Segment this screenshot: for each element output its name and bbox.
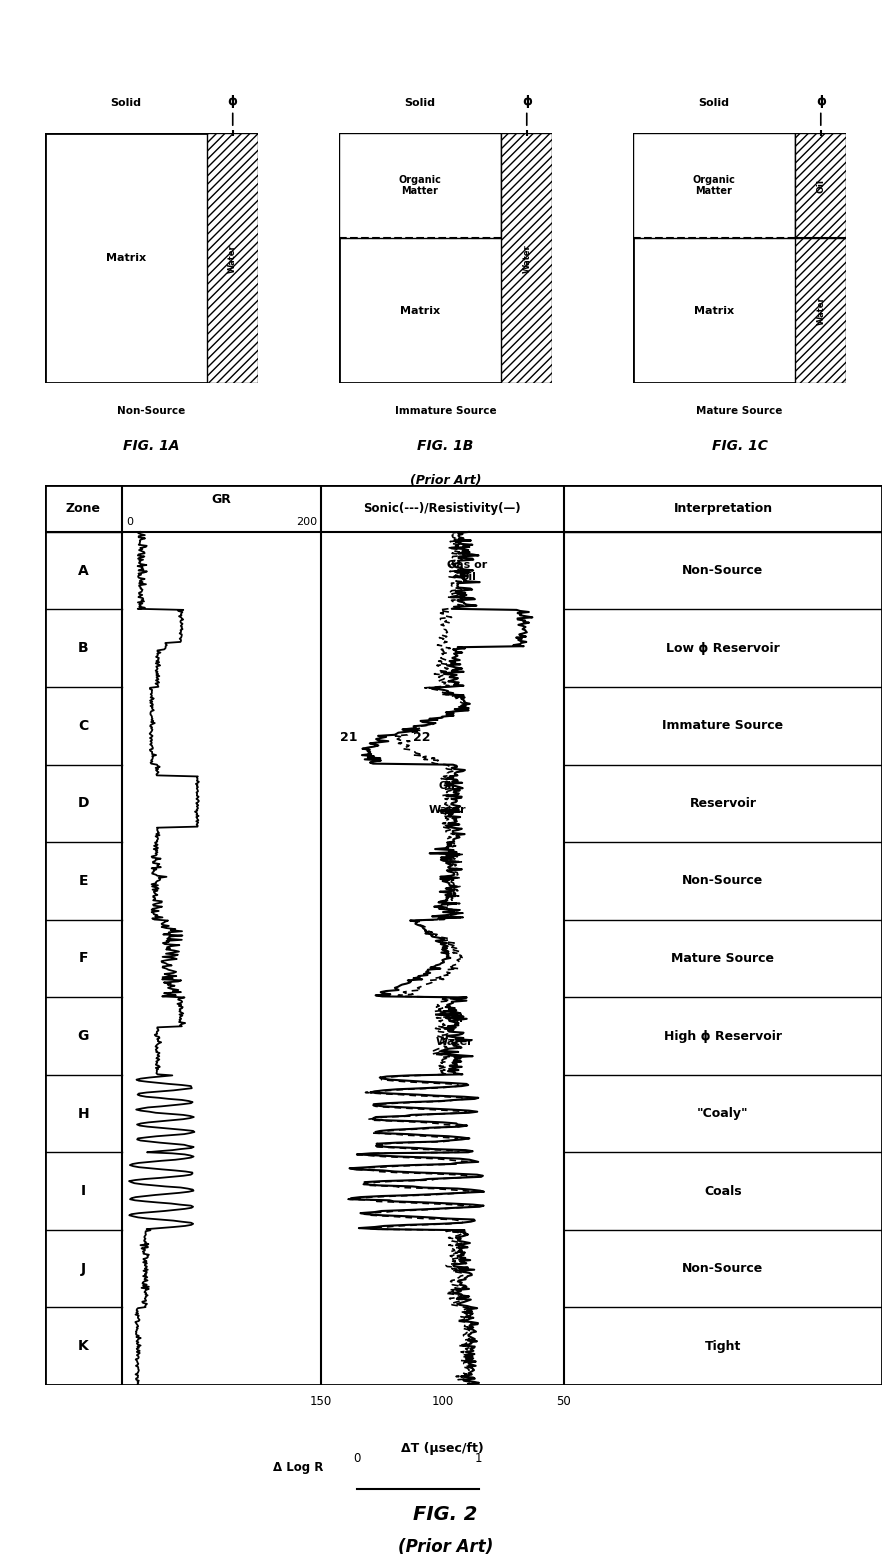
Text: Non-Source: Non-Source bbox=[118, 405, 185, 416]
Text: "Coaly": "Coaly" bbox=[697, 1106, 748, 1121]
Text: ϕ: ϕ bbox=[522, 95, 532, 108]
Text: ΔT (μsec/ft): ΔT (μsec/ft) bbox=[401, 1441, 484, 1455]
Text: D: D bbox=[78, 797, 89, 811]
Text: FIG. 1C: FIG. 1C bbox=[712, 438, 767, 452]
Text: H: H bbox=[78, 1106, 89, 1121]
Text: Water: Water bbox=[436, 1038, 473, 1047]
Bar bbox=[339, 133, 501, 238]
Text: High ϕ Reservoir: High ϕ Reservoir bbox=[664, 1030, 782, 1042]
Text: Zone: Zone bbox=[66, 502, 101, 515]
Bar bbox=[795, 133, 846, 238]
Text: Immature Source: Immature Source bbox=[395, 405, 496, 416]
Text: Solid: Solid bbox=[405, 99, 436, 108]
Text: (Prior Art): (Prior Art) bbox=[410, 474, 481, 487]
Text: Non-Source: Non-Source bbox=[683, 875, 764, 887]
Text: Sonic(---)/Resistivity(—): Sonic(---)/Resistivity(—) bbox=[364, 502, 521, 515]
Text: 100: 100 bbox=[431, 1396, 454, 1408]
Text: A: A bbox=[78, 563, 88, 577]
Text: Oil: Oil bbox=[816, 178, 825, 192]
Text: 0: 0 bbox=[126, 516, 133, 527]
Text: ϕ: ϕ bbox=[816, 95, 826, 108]
Text: K: K bbox=[78, 1340, 88, 1354]
Text: Oil: Oil bbox=[438, 781, 455, 792]
Text: 200: 200 bbox=[296, 516, 317, 527]
Text: Matrix: Matrix bbox=[400, 305, 440, 316]
Text: FIG. 2: FIG. 2 bbox=[413, 1506, 478, 1524]
Text: Non-Source: Non-Source bbox=[683, 565, 764, 577]
Text: B: B bbox=[78, 642, 88, 656]
Text: Organic
Matter: Organic Matter bbox=[398, 175, 441, 197]
Text: 21: 21 bbox=[340, 731, 358, 743]
Text: 150: 150 bbox=[310, 1396, 332, 1408]
Text: Solid: Solid bbox=[110, 99, 142, 108]
Text: Organic
Matter: Organic Matter bbox=[692, 175, 735, 197]
Text: Δ Log R: Δ Log R bbox=[274, 1460, 323, 1474]
Text: 50: 50 bbox=[557, 1396, 571, 1408]
Text: Coals: Coals bbox=[704, 1185, 742, 1197]
Text: G: G bbox=[78, 1030, 89, 1042]
Text: Water: Water bbox=[228, 244, 237, 272]
Text: Non-Source: Non-Source bbox=[683, 1263, 764, 1275]
Text: Water: Water bbox=[816, 296, 825, 326]
Bar bbox=[795, 238, 846, 383]
Text: FIG. 1B: FIG. 1B bbox=[417, 438, 474, 452]
Text: Water: Water bbox=[522, 244, 531, 272]
Text: GR: GR bbox=[211, 493, 231, 505]
Text: Reservoir: Reservoir bbox=[690, 797, 756, 809]
Text: 0: 0 bbox=[354, 1452, 361, 1465]
Text: Solid: Solid bbox=[699, 99, 730, 108]
Text: Mature Source: Mature Source bbox=[672, 952, 774, 966]
Text: F: F bbox=[78, 952, 88, 966]
Text: Matrix: Matrix bbox=[106, 254, 146, 263]
Bar bbox=[501, 133, 552, 383]
Text: 22: 22 bbox=[413, 731, 430, 743]
Bar bbox=[633, 133, 795, 238]
Text: (Prior Art): (Prior Art) bbox=[397, 1538, 494, 1556]
Text: Immature Source: Immature Source bbox=[662, 720, 783, 732]
Text: I: I bbox=[80, 1185, 86, 1199]
Text: Interpretation: Interpretation bbox=[674, 502, 772, 515]
Text: Water: Water bbox=[429, 804, 466, 815]
Text: Oil: Oil bbox=[446, 1014, 463, 1024]
Text: FIG. 1A: FIG. 1A bbox=[123, 438, 180, 452]
Text: Tight: Tight bbox=[705, 1340, 741, 1352]
Text: E: E bbox=[78, 873, 88, 887]
Text: Mature Source: Mature Source bbox=[697, 405, 782, 416]
Text: Low ϕ Reservoir: Low ϕ Reservoir bbox=[666, 642, 780, 654]
Text: J: J bbox=[80, 1261, 86, 1275]
Text: 1: 1 bbox=[475, 1452, 483, 1465]
Text: Gas or
Oil: Gas or Oil bbox=[447, 560, 487, 582]
Bar bbox=[207, 133, 258, 383]
Text: Matrix: Matrix bbox=[694, 305, 734, 316]
Text: C: C bbox=[78, 718, 88, 732]
Text: ϕ: ϕ bbox=[228, 95, 238, 108]
